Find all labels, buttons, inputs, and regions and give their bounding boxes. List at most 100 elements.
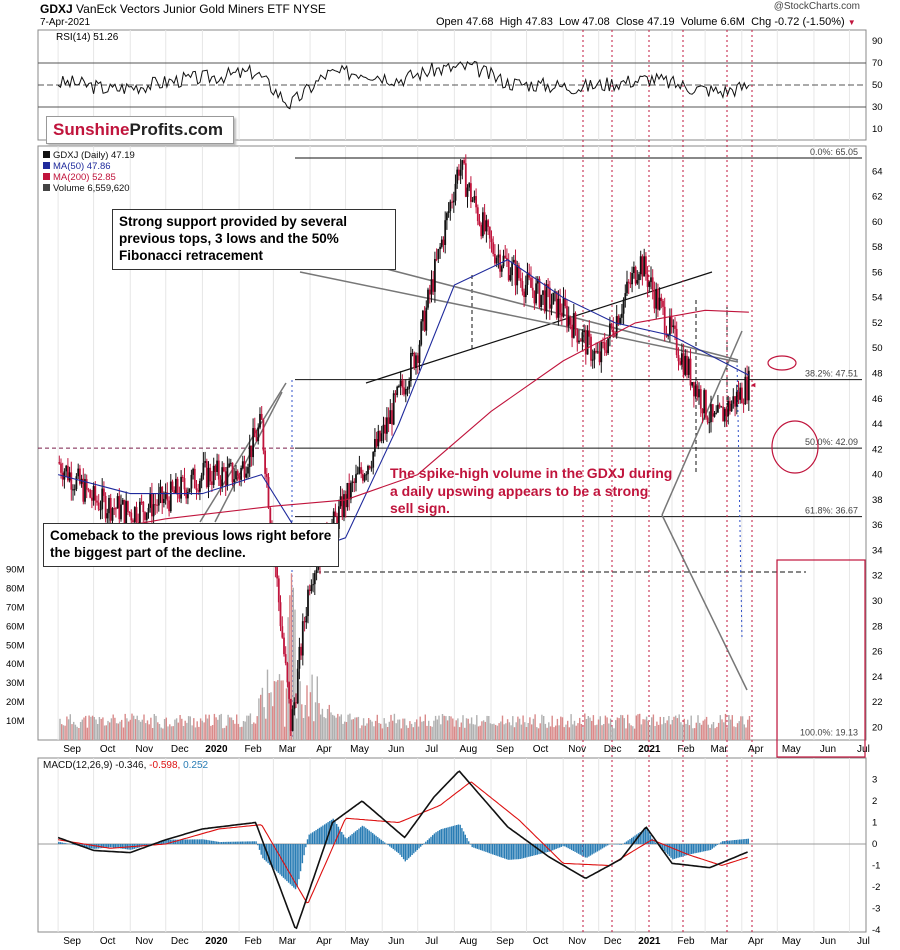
- macd-histogram-bar: [63, 842, 65, 844]
- volume-bar: [452, 718, 454, 740]
- macd-histogram-bar: [492, 844, 494, 855]
- volume-bar: [513, 727, 516, 740]
- macd-histogram-bar: [631, 837, 633, 844]
- volume-bar: [719, 715, 721, 740]
- price-candle-body: [396, 386, 399, 395]
- macd-histogram-bar: [661, 844, 664, 850]
- volume-bar: [482, 720, 485, 740]
- price-candle-body: [204, 461, 206, 463]
- volume-bar: [242, 721, 245, 740]
- price-candle-body: [404, 389, 407, 395]
- price-candle-body: [221, 467, 224, 486]
- volume-bar: [167, 726, 169, 740]
- macd-histogram-bar: [195, 839, 197, 844]
- price-candle-body: [494, 254, 496, 264]
- macd-histogram-bar: [294, 844, 297, 890]
- volume-bar: [440, 724, 442, 740]
- price-candle-body: [413, 352, 416, 368]
- macd-histogram-bar: [619, 844, 621, 845]
- macd-histogram-bar: [118, 844, 120, 849]
- price-candle-body: [490, 238, 493, 243]
- macd-histogram-bar: [531, 844, 533, 856]
- macd-histogram-bar: [121, 844, 123, 849]
- macd-histogram-bar: [339, 829, 341, 844]
- macd-x-tick-label: Jul: [857, 936, 870, 947]
- volume-bar: [217, 719, 219, 740]
- volume-bar: [376, 714, 378, 740]
- price-candle-body: [667, 334, 670, 337]
- price-candle-body: [708, 422, 711, 424]
- price-candle-body: [339, 496, 342, 507]
- volume-bar: [136, 715, 138, 740]
- price-candle-body: [84, 479, 86, 502]
- volume-bar: [465, 718, 468, 740]
- volume-bar: [747, 719, 749, 740]
- price-candle-body: [157, 493, 160, 506]
- price-candle-body: [118, 496, 121, 520]
- price-candle-body: [699, 389, 702, 409]
- volume-bar: [160, 727, 162, 740]
- volume-bar: [88, 715, 90, 740]
- price-candle-body: [259, 414, 261, 428]
- volume-bar: [265, 718, 267, 740]
- volume-value: 6.6M: [720, 16, 745, 28]
- macd-histogram-bar: [408, 844, 410, 859]
- price-candle-body: [97, 502, 100, 510]
- macd-histogram-bar: [219, 842, 221, 844]
- price-candle-body: [238, 475, 241, 480]
- macd-y-tick-label: 3: [872, 775, 877, 786]
- volume-bar: [62, 725, 65, 740]
- price-candle-body: [735, 391, 738, 407]
- price-candle-body: [660, 297, 663, 301]
- macd-histogram-bar: [65, 843, 67, 844]
- price-candle-body: [619, 317, 621, 325]
- volume-bar: [296, 718, 298, 740]
- macd-histogram-bar: [291, 844, 293, 886]
- price-y-tick-label: 36: [872, 520, 883, 531]
- macd-layer: [57, 770, 749, 930]
- macd-histogram-bar: [287, 844, 290, 883]
- macd-histogram-bar: [550, 844, 552, 851]
- macd-histogram-bar: [89, 844, 91, 848]
- price-candle-body: [180, 476, 182, 499]
- macd-histogram-bar: [438, 830, 441, 844]
- price-candle-body: [205, 461, 208, 488]
- volume-bar: [508, 722, 511, 740]
- volume-bar: [337, 713, 339, 740]
- volume-bar: [299, 681, 301, 740]
- price-candle-body: [181, 476, 184, 479]
- price-candle-body: [729, 401, 731, 412]
- volume-bar: [693, 728, 696, 740]
- macd-histogram-bar: [336, 824, 338, 844]
- price-x-tick-label: Feb: [677, 744, 695, 755]
- price-candle-body: [646, 274, 649, 287]
- volume-bar: [398, 719, 401, 740]
- volume-bar: [570, 714, 572, 740]
- macd-x-tick-label: Nov: [135, 936, 153, 947]
- macd-histogram-bar: [444, 828, 446, 844]
- high-label: High: [499, 16, 523, 28]
- price-candle-body: [609, 323, 611, 339]
- volume-bar: [362, 718, 365, 740]
- price-candle-body: [495, 257, 498, 264]
- macd-histogram-bar: [620, 844, 623, 845]
- price-candle-body: [497, 254, 500, 258]
- volume-bar: [695, 722, 697, 740]
- volume-bar: [157, 722, 159, 740]
- macd-x-tick-label: Mar: [711, 936, 729, 947]
- price-candle-body: [643, 256, 646, 277]
- macd-histogram-bar: [354, 831, 357, 844]
- volume-bar: [277, 680, 279, 740]
- price-candle-body: [156, 504, 158, 506]
- price-candle-body: [308, 589, 311, 591]
- price-candle-body: [658, 297, 661, 310]
- volume-bar: [345, 722, 348, 740]
- price-candle-body: [351, 481, 354, 483]
- price-candle-body: [641, 256, 644, 277]
- price-candle-body: [492, 242, 495, 254]
- price-candle-body: [569, 316, 572, 325]
- price-candle-body: [298, 646, 301, 669]
- volume-y-tick-label: 50M: [6, 640, 25, 651]
- price-candle-body: [92, 486, 95, 501]
- volume-bar: [441, 714, 444, 740]
